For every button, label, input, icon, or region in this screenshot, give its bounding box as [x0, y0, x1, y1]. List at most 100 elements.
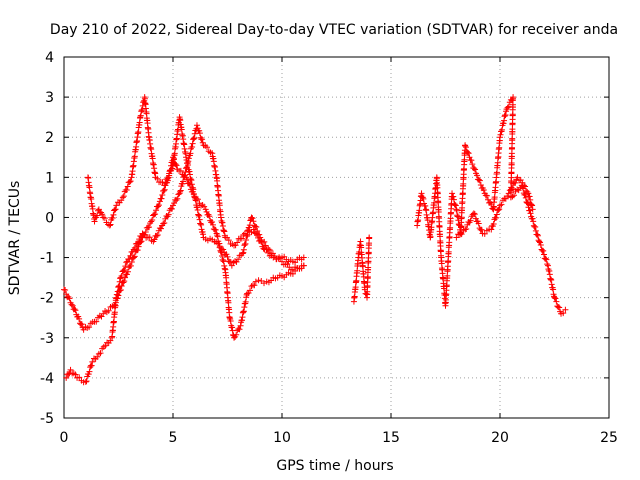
- data-point: [107, 221, 114, 228]
- y-tick-label: -3: [40, 331, 54, 347]
- data-point: [512, 179, 519, 186]
- x-tick-label: 15: [382, 430, 400, 446]
- y-tick-label: 1: [45, 170, 54, 186]
- data-point: [153, 207, 160, 214]
- data-point: [471, 165, 478, 172]
- data-point: [262, 242, 269, 249]
- y-tick-label: 4: [45, 50, 54, 66]
- data-point: [225, 237, 232, 244]
- y-tick-label: 0: [45, 210, 54, 226]
- data-point: [233, 258, 240, 265]
- data-point: [504, 104, 511, 111]
- data-point: [453, 234, 460, 241]
- data-point: [233, 331, 240, 338]
- data-point: [122, 263, 129, 270]
- data-point: [499, 126, 506, 133]
- data-point: [490, 221, 497, 228]
- data-point: [471, 211, 478, 218]
- data-point: [497, 202, 503, 209]
- data-point: [504, 192, 511, 199]
- data-point: [94, 353, 101, 360]
- data-point: [99, 211, 106, 218]
- data-point: [540, 251, 547, 258]
- data-point: [488, 226, 495, 233]
- data-point: [467, 217, 474, 224]
- data-point: [209, 219, 216, 226]
- data-point: [452, 202, 459, 209]
- data-point: [117, 287, 124, 294]
- data-point: [560, 310, 567, 317]
- data-point: [502, 195, 509, 202]
- data-point: [135, 240, 142, 247]
- data-point: [93, 318, 100, 325]
- data-point: [530, 222, 537, 229]
- data-point: [154, 231, 161, 238]
- data-point: [120, 193, 127, 200]
- data-point: [473, 172, 480, 179]
- data-point: [464, 149, 471, 156]
- data-point: [478, 226, 485, 233]
- data-point: [244, 232, 251, 239]
- data-point: [146, 234, 153, 241]
- data-point: [542, 255, 549, 262]
- data-point: [514, 174, 521, 181]
- data-point: [76, 374, 83, 381]
- data-point: [483, 192, 490, 199]
- data-point: [165, 211, 172, 218]
- data-point: [253, 223, 260, 230]
- data-point: [300, 254, 307, 261]
- data-point: [87, 364, 94, 371]
- data-point: [67, 366, 74, 373]
- data-point: [526, 193, 533, 200]
- data-point: [171, 200, 178, 207]
- data-point: [300, 262, 307, 269]
- data-point: [76, 315, 83, 322]
- data-point: [496, 206, 503, 213]
- data-point: [82, 378, 89, 385]
- data-point: [177, 187, 184, 194]
- data-point: [553, 298, 560, 305]
- data-point: [247, 287, 254, 294]
- data-point: [240, 246, 247, 253]
- y-tick-label: -2: [40, 291, 54, 307]
- data-point: [131, 253, 138, 260]
- x-axis-label: GPS time / hours: [276, 458, 393, 474]
- data-point: [271, 252, 278, 259]
- data-point: [509, 193, 516, 200]
- data-point: [537, 241, 544, 248]
- data-point: [141, 231, 148, 238]
- data-point: [189, 143, 196, 150]
- data-point: [91, 218, 98, 225]
- data-point: [284, 260, 291, 267]
- data-point: [497, 131, 504, 138]
- data-point: [244, 290, 251, 297]
- data-point: [255, 277, 262, 284]
- data-point: [254, 228, 261, 235]
- data-point: [109, 214, 116, 221]
- data-point: [209, 221, 216, 228]
- data-point: [540, 247, 547, 254]
- x-tick-label: 0: [60, 430, 69, 446]
- data-point: [182, 169, 189, 176]
- data-point: [230, 259, 237, 266]
- data-point: [127, 262, 134, 269]
- data-point: [243, 236, 250, 243]
- data-point: [476, 177, 483, 184]
- data-point: [159, 179, 166, 186]
- data-point: [199, 136, 206, 143]
- x-tick-label: 25: [600, 430, 618, 446]
- data-point: [227, 258, 234, 265]
- data-point: [196, 130, 203, 137]
- data-point: [260, 245, 267, 252]
- data-point: [127, 178, 134, 185]
- data-point: [245, 289, 252, 296]
- data-point: [527, 196, 534, 203]
- data-point: [251, 282, 258, 289]
- data-point: [112, 206, 119, 213]
- data-point: [158, 195, 165, 202]
- data-point: [85, 371, 92, 378]
- data-point: [552, 295, 559, 302]
- data-point: [223, 251, 230, 258]
- data-point: [194, 125, 201, 132]
- data-point: [465, 150, 472, 157]
